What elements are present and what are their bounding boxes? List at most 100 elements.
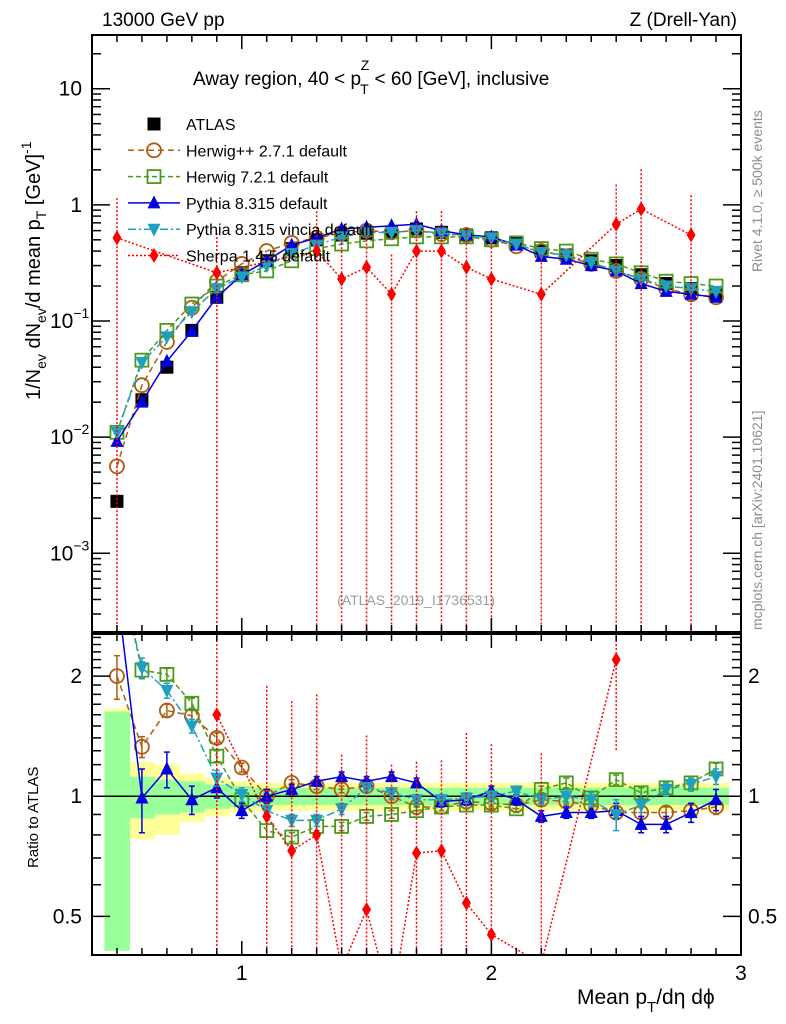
pythia-8-315-default-ratio-point (684, 805, 698, 819)
sherpa-1-4-5-default-ratio-point (461, 895, 471, 911)
sherpa-1-4-5-default-point (387, 286, 397, 302)
sherpa-1-4-5-default-point (312, 243, 322, 259)
pythia-8-315-default-point (160, 353, 174, 367)
herwig-2-7-1-default-ratio-point (233, 759, 250, 776)
sherpa-1-4-5-default-point (112, 230, 122, 246)
pythia-8-315-vincia-default-ratio-point (135, 662, 149, 676)
pythia-8-315-default-point (185, 323, 199, 337)
herwig-7-2-1-default-ratio-point (359, 809, 374, 824)
x-tick-label: 3 (735, 962, 747, 985)
sherpa-1-4-5-default-ratio-point (611, 652, 621, 668)
atlas-data-point (110, 494, 124, 508)
sherpa-1-4-5-default-ratio-point (212, 707, 222, 723)
pythia-8-315-vincia-default-ratio-point (410, 794, 423, 808)
legend-marker (147, 195, 161, 209)
pythia-8-315-vincia-default-ratio-point (559, 790, 573, 804)
pythia-8-315-vincia-default-ratio-point (684, 778, 698, 792)
plot-title: Away region, 40 < pTZ < 60 [GeV], inclus… (193, 57, 549, 97)
pythia-8-315-vincia-default-point (160, 331, 174, 345)
axis-ticks (91, 35, 742, 956)
header-left: 13000 GeV pp (102, 10, 225, 31)
main-plot-marks (109, 169, 724, 632)
pythia-8-315-vincia-default-ratio-point (335, 803, 349, 817)
pythia-8-315-vincia-default-ratio-point (659, 783, 673, 797)
legend-marker (147, 117, 161, 131)
ratio-y-tick-label-right: 1 (748, 785, 760, 808)
pythia-8-315-default-ratio-point (509, 792, 523, 806)
legend-entry: Pythia 8.315 vincia default (128, 222, 373, 239)
pythia-8-315-default-point (285, 237, 299, 251)
pythia-8-315-vincia-default-point (335, 231, 349, 245)
y-tick-label: 1 (70, 194, 82, 217)
pythia-8-315-vincia-default-point (434, 227, 448, 241)
pythia-8-315-default-point (335, 221, 349, 235)
ratio-y-tick-label-right: 2 (748, 665, 760, 688)
pythia-8-315-vincia-default-point (709, 285, 723, 299)
pythia-8-315-default-ratio-point (135, 790, 149, 804)
sherpa-1-4-5-default-line (116, 208, 692, 296)
legend: ATLAS Herwig++ 2.7.1 default Herwig 7.2.1 … (128, 117, 373, 266)
pythia-8-315-default-ratio-point (634, 816, 648, 830)
herwig-2-7-1-default-ratio-point (158, 702, 175, 719)
sherpa-1-4-5-default-point (636, 201, 646, 217)
pythia-8-315-default-point (210, 289, 224, 303)
y-tick-label: 10 (59, 78, 82, 101)
pythia-8-315-vincia-default-point (185, 306, 199, 320)
mcplots-label: mcplots.cern.ch [arXiv:2401.10621] (749, 411, 765, 630)
pythia-8-315-default-ratio-point (584, 805, 598, 819)
pythia-8-315-vincia-default-ratio-point (110, 555, 123, 568)
ratio-y-tick-label-right: 0.5 (748, 905, 777, 928)
herwig-2-7-1-default-point (134, 377, 150, 394)
pythia-8-315-vincia-default-ratio-point (534, 794, 548, 808)
sherpa-1-4-5-default-point (362, 259, 372, 275)
sherpa-1-4-5-default-ratio-point (537, 956, 546, 971)
pythia-8-315-default-ratio-point (659, 816, 673, 830)
sherpa-1-4-5-default-point (461, 259, 471, 275)
pythia-8-315-vincia-default-ratio-point (160, 685, 174, 699)
x-tick-label: 1 (236, 962, 248, 985)
pythia-8-315-vincia-default-point (634, 273, 648, 287)
pythia-8-315-vincia-default-point (659, 280, 673, 294)
rivet-label: Rivet 4.1.0, ≥ 500k events (749, 110, 765, 272)
legend-entry: Herwig 7.2.1 default (128, 169, 329, 187)
y-tick-label: 10−3 (50, 537, 90, 565)
sherpa-1-4-5-default-ratio-point (312, 827, 322, 843)
legend-entry: Sherpa 1.4.5 default (128, 248, 331, 266)
herwig-7-2-1-default-ratio-point (259, 823, 275, 839)
pythia-8-315-default-ratio-point (160, 761, 174, 775)
sherpa-1-4-5-default-point (611, 216, 621, 232)
pythia-8-315-vincia-default-point (534, 246, 548, 260)
legend-marker (146, 169, 162, 185)
pythia-8-315-vincia-default-point (285, 248, 299, 262)
header-right: Z (Drell-Yan) (630, 10, 737, 31)
sherpa-1-4-5-default-point (436, 243, 446, 259)
sherpa-1-4-5-default-ratio-point (337, 961, 346, 976)
pythia-8-315-vincia-default-point (584, 256, 598, 270)
legend-entry: Herwig++ 2.7.1 default (128, 142, 348, 160)
pythia-8-315-vincia-default-ratio-point (509, 785, 523, 799)
pythia-8-315-vincia-default-point (110, 426, 124, 440)
sherpa-1-4-5-default-point (337, 271, 347, 287)
legend-entry: ATLAS (147, 117, 236, 134)
y-tick-label: 10−1 (50, 305, 90, 333)
herwig-7-2-1-default-ratio-point (608, 772, 624, 788)
pythia-8-315-default-ratio-point (235, 803, 249, 817)
ratio-y-tick-label-left: 0.5 (53, 905, 82, 928)
pythia-8-315-vincia-default-ratio-point (584, 794, 598, 808)
legend-label: Pythia 8.315 default (186, 196, 328, 213)
herwig-7-2-1-default-line (116, 236, 717, 433)
pythia-8-315-vincia-default-ratio-point (609, 808, 623, 822)
pythia-8-315-vincia-default-point (235, 271, 249, 285)
legend-label: ATLAS (186, 117, 236, 134)
pythia-8-315-vincia-default-point (609, 265, 623, 279)
herwig-2-7-1-default-ratio-point (134, 738, 150, 755)
tick-labels: 1 2 3 10 1 10−1 10−2 10−3 2 2 1 1 0.5 0.5 (50, 78, 777, 985)
pythia-8-315-vincia-default-ratio-point (210, 772, 224, 786)
legend-label: Herwig 7.2.1 default (186, 170, 329, 187)
y-axis-label: 1/Nev dNev/d mean pT [GeV]-1 (18, 141, 49, 400)
legend-label: Herwig++ 2.7.1 default (186, 143, 348, 160)
pythia-8-315-default-point (110, 433, 124, 447)
ratio-band-inner (104, 711, 130, 951)
sherpa-1-4-5-default-point (686, 227, 696, 243)
